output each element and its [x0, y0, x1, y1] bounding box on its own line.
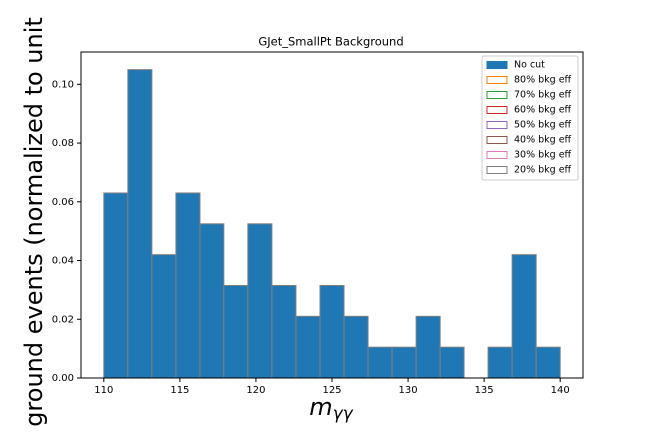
x-tick-label: 115 [170, 385, 189, 396]
y-tick-label: 0.10 [52, 79, 74, 90]
histogram-bar [439, 346, 465, 379]
legend-swatch [486, 121, 508, 129]
y-tick-label: 0.04 [52, 256, 74, 267]
x-label-subscript: γγ [333, 404, 354, 424]
x-tick-label: 130 [399, 385, 418, 396]
legend-label: No cut [514, 60, 545, 71]
histogram-bar [319, 284, 345, 379]
histogram-bar [391, 346, 417, 379]
y-tick-label: 0.06 [52, 197, 74, 208]
histogram-bar [343, 315, 369, 379]
histogram-bar [511, 254, 537, 379]
x-tick-label: 120 [246, 385, 265, 396]
chart-title: GJet_SmallPt Background [258, 35, 403, 49]
histogram-bar [487, 346, 513, 379]
histogram-bar [223, 284, 249, 379]
legend-label: 70% bkg eff [514, 90, 572, 101]
y-tick-label: 0.02 [52, 314, 74, 325]
legend-swatch [486, 136, 508, 144]
x-label-base: m [309, 393, 332, 421]
histogram-bar [199, 223, 225, 379]
y-tick-label: 0.08 [52, 138, 74, 149]
legend-swatch [486, 76, 508, 84]
histogram-bar [103, 192, 129, 379]
legend-swatch [486, 166, 508, 174]
legend-label: 20% bkg eff [514, 165, 572, 176]
histogram-bar [127, 69, 153, 379]
legend-label: 30% bkg eff [514, 150, 572, 161]
legend-swatch [486, 106, 508, 114]
histogram-bar [175, 192, 201, 379]
legend-label: 40% bkg eff [514, 135, 572, 146]
x-tick-label: 110 [94, 385, 113, 396]
histogram-bar [295, 315, 321, 379]
legend-swatch [486, 151, 508, 159]
legend-box [481, 55, 579, 181]
x-tick-label: 125 [322, 385, 341, 396]
y-tick-label: 0.00 [52, 373, 74, 384]
histogram-bar [367, 346, 393, 379]
x-tick-label: 135 [475, 385, 494, 396]
x-axis-label: mγγ [309, 393, 353, 424]
histogram-bar [247, 223, 273, 379]
histogram-bar [271, 284, 297, 379]
y-axis-label: ground events (normalized to unit [20, 17, 48, 427]
legend-swatch [486, 91, 508, 99]
histogram-bar [151, 254, 177, 379]
legend-label: 80% bkg eff [514, 75, 572, 86]
x-tick-label: 140 [551, 385, 570, 396]
legend-label: 60% bkg eff [514, 105, 572, 116]
histogram-bar [535, 346, 561, 379]
legend-label: 50% bkg eff [514, 120, 572, 131]
histogram-bar [415, 315, 441, 379]
legend-swatch [486, 61, 508, 69]
